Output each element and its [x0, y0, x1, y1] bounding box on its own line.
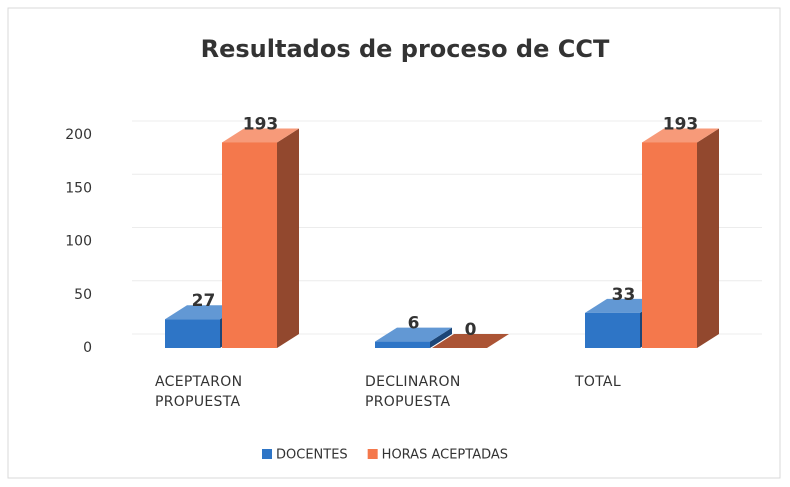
legend-swatch [262, 449, 272, 459]
bar-top [375, 327, 452, 342]
legend-label: DOCENTES [276, 448, 348, 463]
value-label: 6 [408, 314, 420, 334]
value-label: 27 [192, 291, 216, 311]
value-label: 33 [612, 285, 636, 305]
y-tick-label: 200 [65, 127, 92, 143]
y-tick-label: 150 [65, 180, 92, 196]
y-tick-label: 100 [65, 234, 92, 250]
legend-swatch [367, 449, 378, 459]
value-label: 0 [465, 320, 477, 340]
chart-title: Resultados de proceso de CCT [201, 35, 610, 63]
bar-top [222, 128, 299, 143]
bar-front [222, 142, 277, 348]
value-label: 193 [243, 114, 279, 134]
bar-front [642, 142, 697, 348]
bar-side [697, 128, 719, 348]
bar-side [430, 327, 452, 348]
bar [432, 334, 509, 348]
y-tick-label: 0 [83, 340, 92, 356]
bar-top [642, 128, 719, 143]
bar [642, 128, 719, 348]
bar-front [165, 319, 220, 348]
bar-top [432, 334, 509, 348]
bar [222, 128, 299, 348]
y-tick-label: 50 [74, 287, 92, 303]
x-tick-label: ACEPTARON PROPUESTA [155, 374, 243, 410]
bar-front [375, 341, 430, 348]
bar-side [277, 128, 299, 348]
x-tick-label: DECLINARON PROPUESTA [365, 374, 461, 410]
value-label: 193 [663, 114, 699, 134]
x-tick-label: TOTAL [575, 374, 621, 390]
legend-label: HORAS ACEPTADAS [382, 448, 508, 463]
bar [375, 327, 452, 348]
bar-front [585, 312, 640, 348]
